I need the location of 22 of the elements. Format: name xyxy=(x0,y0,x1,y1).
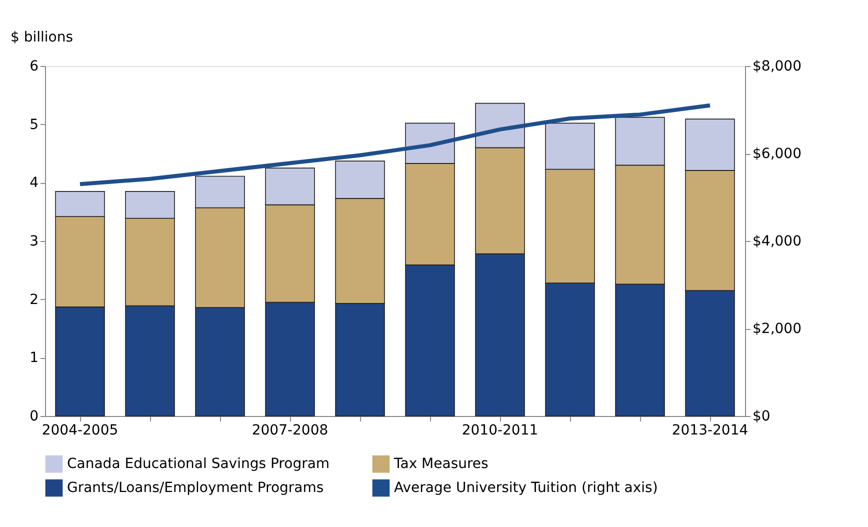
y-tick-label: 6 xyxy=(30,58,39,74)
x-tick-label: 2013-2014 xyxy=(672,422,748,438)
legend-label: Average University Tuition (right axis) xyxy=(394,480,658,496)
legend-label: Tax Measures xyxy=(393,456,488,472)
y-tick-label: 0 xyxy=(30,408,38,424)
y-tick-label: 1 xyxy=(30,350,38,366)
x-tick-label: 2007-2008 xyxy=(252,422,328,438)
y-tick-label: 3 xyxy=(30,234,38,250)
x-tick-label: 2004-2005 xyxy=(42,422,118,438)
y2-tick-label: $8,000 xyxy=(752,58,802,74)
y-tick-label: 4 xyxy=(30,175,39,192)
legend-label: Grants/Loans/Employment Programs xyxy=(67,480,324,496)
y-tick-label: 2 xyxy=(30,292,38,308)
y2-tick-label: $4,000 xyxy=(752,234,802,250)
line-series xyxy=(78,103,712,186)
y2-tick-label: $0 xyxy=(752,408,770,424)
y2-tick-label: $6,000 xyxy=(752,146,802,162)
y-tick-label: 5 xyxy=(30,116,38,133)
x-tick-label: 2010-2011 xyxy=(462,422,538,438)
y2-tick-label: $2,000 xyxy=(752,321,802,337)
legend-label: Canada Educational Savings Program xyxy=(67,456,330,472)
y-axis-title: $ billions xyxy=(10,30,74,46)
